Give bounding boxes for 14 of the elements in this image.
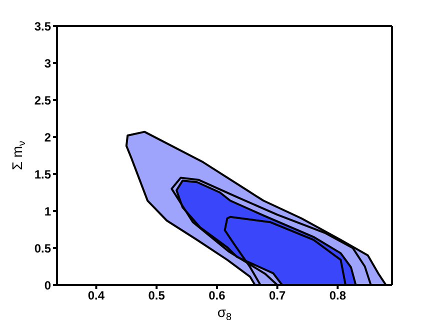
y-tick-label: 0.5 [34, 241, 52, 256]
x-tick-label: 0.6 [208, 288, 226, 303]
x-tick-label: 0.4 [88, 288, 105, 303]
y-tick-label: 1.5 [34, 167, 52, 182]
y-tick-label: 2 [44, 130, 52, 144]
x-axis-title: σ$_{8}$ [217, 304, 232, 323]
x-tick-label: 0.5 [148, 288, 166, 303]
x-tick-label: 0.8 [329, 288, 346, 303]
x-tick-label: 0.7 [268, 288, 286, 303]
y-tick-label: 3 [44, 56, 52, 70]
y-tick-label: 1 [44, 204, 52, 218]
y-tick-label: 3.5 [34, 19, 52, 34]
y-tick-label: 2.5 [34, 93, 52, 108]
y-tick-label: 0 [44, 278, 52, 292]
